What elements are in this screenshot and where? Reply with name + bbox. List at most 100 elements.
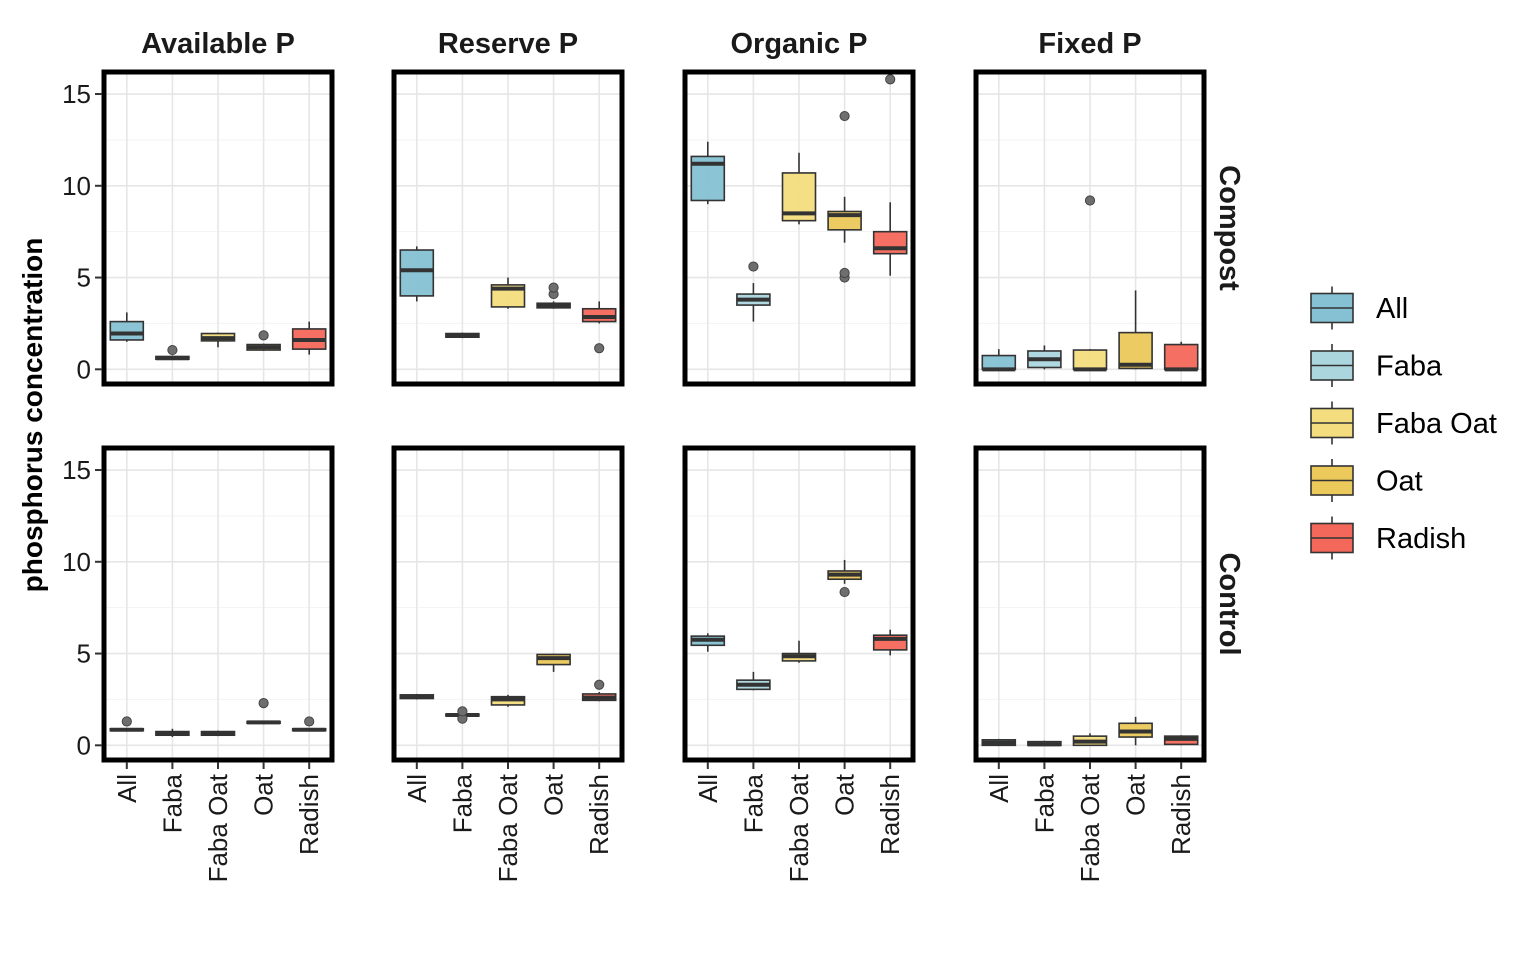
- x-tick-label-faba-oat: Faba Oat: [784, 773, 814, 882]
- y-tick-label: 5: [77, 263, 91, 293]
- box-control-reserve-p-faba: [445, 706, 480, 724]
- box-control-available-p-all: [109, 716, 145, 732]
- box-compost-reserve-p-faba-oat: [490, 277, 526, 309]
- panel-frame: [391, 445, 625, 763]
- text-layer: phosphorus concentration Available P Rese…: [17, 28, 1245, 882]
- box-compost-fixed-p-oat: [1118, 290, 1153, 370]
- y-tick-label: 0: [77, 730, 91, 760]
- box-compost-available-p-oat: [246, 330, 281, 351]
- panel-frame: [391, 69, 625, 387]
- y-tick-label: 5: [77, 639, 91, 669]
- legend-label: Faba Oat: [1376, 408, 1497, 440]
- box-compost-available-p-all: [109, 312, 145, 342]
- legend-item-radish: Radish: [1310, 516, 1466, 560]
- box-body: [981, 354, 1017, 371]
- box-control-organic-p-radish: [872, 629, 908, 656]
- facet-title-available-p: Available P: [141, 28, 295, 60]
- panel-frame: [682, 445, 916, 763]
- legend-item-oat: Oat: [1310, 459, 1423, 502]
- facet-title-reserve-p: Reserve P: [438, 28, 578, 60]
- box-compost-reserve-p-radish: [581, 301, 617, 354]
- x-tick-label-oat: Oat: [1121, 773, 1151, 816]
- box-control-fixed-p-oat: [1118, 716, 1153, 746]
- box-compost-fixed-p-all: [981, 349, 1017, 372]
- box-control-organic-p-faba-oat: [781, 640, 817, 663]
- x-tick-label-oat: Oat: [830, 773, 860, 816]
- box-layer: [109, 74, 1199, 747]
- box-control-fixed-p-radish: [1163, 735, 1199, 746]
- x-tick-label-all: All: [693, 774, 723, 803]
- box-control-available-p-oat: [246, 698, 281, 725]
- x-tick-label-faba: Faba: [1029, 773, 1059, 833]
- legend-item-faba: Faba: [1310, 344, 1443, 387]
- box-body: [1072, 349, 1108, 371]
- x-tick-label-faba: Faba: [447, 773, 477, 833]
- x-tick-label-faba-oat: Faba Oat: [493, 773, 523, 882]
- box-control-organic-p-oat: [827, 559, 862, 598]
- x-tick-label-all: All: [984, 774, 1014, 803]
- box-compost-organic-p-oat: [827, 110, 862, 283]
- legend-label: All: [1376, 293, 1408, 325]
- x-tick-label-oat: Oat: [249, 773, 279, 816]
- box-control-reserve-p-radish: [581, 679, 617, 702]
- outlier-point: [594, 679, 605, 690]
- outlier-point: [258, 698, 269, 709]
- box-compost-available-p-radish: [291, 321, 327, 355]
- legend-item-faba-oat: Faba Oat: [1310, 401, 1497, 445]
- y-axis-label: phosphorus concentration: [17, 238, 48, 593]
- outlier-point: [839, 586, 850, 598]
- outlier-point: [839, 267, 850, 279]
- y-tick-label: 15: [62, 79, 91, 109]
- box-control-organic-p-all: [690, 633, 726, 652]
- box-compost-reserve-p-all: [399, 246, 435, 302]
- box-control-fixed-p-faba: [1027, 740, 1062, 747]
- outlier-point: [258, 330, 269, 341]
- box-control-reserve-p-all: [399, 693, 435, 700]
- box-body: [1118, 331, 1153, 370]
- x-tick-label-faba: Faba: [738, 773, 768, 833]
- box-compost-fixed-p-radish: [1163, 341, 1199, 372]
- x-tick-label-radish: Radish: [294, 774, 324, 855]
- box-compost-available-p-faba-oat: [200, 332, 236, 348]
- outlier-point: [885, 74, 896, 85]
- box-compost-reserve-p-faba: [445, 332, 480, 339]
- y-tick-label: 10: [62, 171, 91, 201]
- facet-title-fixed-p: Fixed P: [1038, 28, 1141, 60]
- box-control-reserve-p-faba-oat: [490, 694, 526, 707]
- legend-label: Oat: [1376, 466, 1423, 498]
- outlier-point: [167, 344, 178, 356]
- x-tick-label-faba: Faba: [157, 773, 187, 833]
- legend-label: Radish: [1376, 523, 1466, 555]
- outlier-point: [839, 110, 850, 122]
- outlier-point: [121, 716, 132, 727]
- box-compost-reserve-p-oat: [536, 282, 571, 309]
- box-control-available-p-radish: [291, 716, 327, 732]
- y-tick-label: 15: [62, 455, 91, 485]
- row-facet-compost: Compost: [1213, 165, 1245, 291]
- x-tick-label-radish: Radish: [584, 774, 614, 855]
- facet-title-organic-p: Organic P: [731, 28, 868, 60]
- outlier-point: [548, 282, 559, 293]
- box-control-organic-p-faba: [736, 671, 771, 691]
- box-compost-fixed-p-faba: [1027, 345, 1062, 370]
- x-tick-label-oat: Oat: [539, 773, 569, 816]
- box-compost-organic-p-radish: [872, 74, 908, 276]
- box-control-reserve-p-oat: [536, 653, 571, 672]
- box-body: [1163, 343, 1199, 371]
- box-body: [872, 230, 908, 255]
- x-tick-label-faba-oat: Faba Oat: [203, 773, 233, 882]
- box-control-available-p-faba: [155, 728, 190, 738]
- row-facet-control: Control: [1213, 552, 1245, 655]
- panel-frame: [101, 445, 335, 763]
- x-tick-label-radish: Radish: [875, 774, 905, 855]
- legend-label: Faba: [1376, 351, 1443, 383]
- legend-item-all: All: [1310, 286, 1408, 330]
- grid-layer: [104, 72, 1204, 760]
- box-compost-organic-p-faba: [736, 261, 771, 322]
- outlier-point: [304, 716, 315, 727]
- x-tick-label-all: All: [112, 774, 142, 803]
- box-control-available-p-faba-oat: [200, 730, 236, 737]
- box-compost-organic-p-faba-oat: [781, 152, 817, 225]
- x-tick-label-faba-oat: Faba Oat: [1075, 773, 1105, 882]
- x-tick-label-radish: Radish: [1166, 774, 1196, 855]
